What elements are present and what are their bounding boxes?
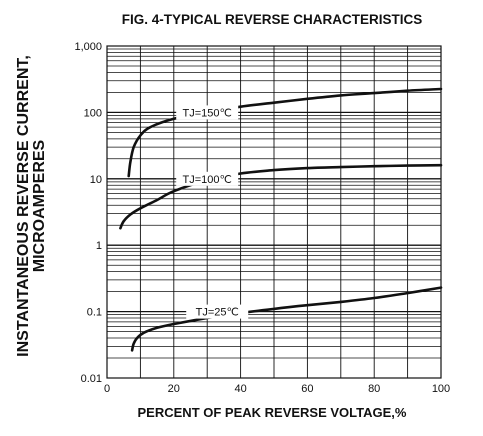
- series-lines: TJ=150℃ TJ=100℃ TJ=25℃: [119, 87, 443, 352]
- y-tick-label: 10: [90, 174, 102, 186]
- series-label: TJ=150℃: [183, 107, 232, 119]
- series-label-background: [176, 171, 239, 186]
- y-tick-label: 0.1: [87, 307, 102, 319]
- x-tick-label: 20: [168, 383, 180, 395]
- series-label: TJ=100℃: [183, 174, 232, 186]
- y-tick-label: 100: [84, 107, 102, 119]
- y-tick-label: 1,000: [74, 41, 102, 53]
- y-axis-title-line1: INSTANTANEOUS REVERSE CURRENT,: [15, 55, 32, 357]
- y-axis-title: INSTANTANEOUS REVERSE CURRENT, MICROAMPE…: [15, 55, 48, 357]
- x-tick-label: 60: [301, 383, 313, 395]
- y-tick-label: 1: [96, 240, 102, 252]
- y-axis-title-line2: MICROAMPERES: [31, 139, 48, 272]
- y-tick-label: 0.01: [81, 373, 102, 385]
- x-tick-label: 40: [234, 383, 246, 395]
- series-line: [130, 286, 443, 352]
- plot-frame: [106, 45, 442, 379]
- x-tick-label: 80: [368, 383, 380, 395]
- series-line: [119, 163, 443, 230]
- chart-title: FIG. 4-TYPICAL REVERSE CHARACTERISTICS: [122, 12, 423, 27]
- x-axis-title: PERCENT OF PEAK REVERSE VOLTAGE,%: [138, 405, 407, 420]
- series-label-background: [176, 105, 239, 120]
- series-label: TJ=25℃: [196, 307, 239, 319]
- x-tick-label: 0: [104, 383, 110, 395]
- axis-ticks: 0 20 40 60 80 100 0.01 0.1 1 10 100 1,000: [74, 41, 450, 395]
- x-tick-label: 100: [432, 383, 450, 395]
- plot-grid: [107, 45, 441, 379]
- series-label-background: [186, 304, 249, 319]
